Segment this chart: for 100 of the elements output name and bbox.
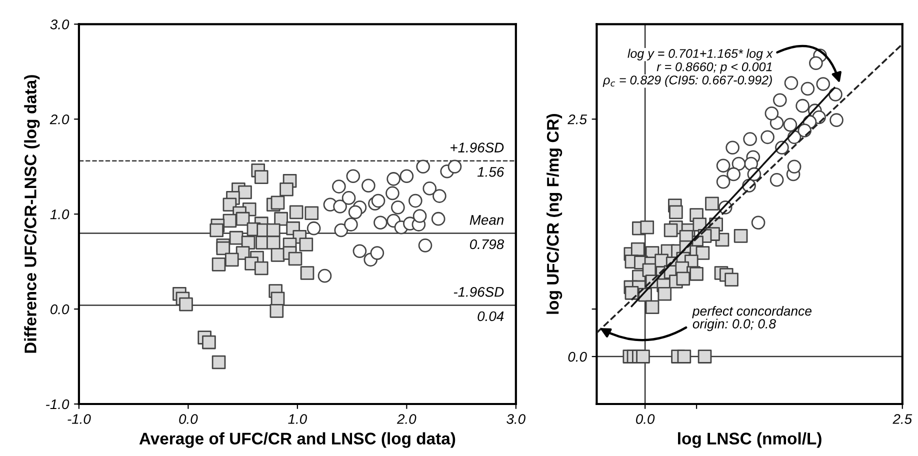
point — [734, 229, 748, 243]
point — [318, 268, 332, 283]
x-tick-label: 3.0 — [506, 414, 526, 424]
point — [333, 200, 347, 214]
point — [787, 160, 802, 174]
point — [306, 221, 321, 236]
point — [216, 241, 230, 256]
point — [270, 248, 285, 262]
y-tick-label: -1.0 — [46, 399, 70, 410]
point — [705, 196, 719, 211]
point — [362, 178, 376, 193]
point — [270, 304, 284, 318]
x-axis-title: Average of UFC/CR and LNSC (log data) — [139, 432, 456, 448]
point — [386, 172, 400, 186]
point — [773, 93, 787, 108]
point — [400, 169, 414, 184]
x-tick-label: 2.5 — [892, 414, 912, 424]
x-tick-label: 0.0 — [636, 414, 655, 424]
point — [716, 174, 730, 189]
point — [334, 223, 348, 238]
y-tick-label: 1.0 — [50, 209, 70, 220]
point — [288, 252, 302, 266]
point — [830, 113, 844, 127]
ref-line-label: +1.96SD 1.56 — [450, 142, 504, 177]
annotation: log y = 0.701+1.165* log x — [628, 48, 774, 60]
point — [669, 205, 683, 220]
point — [391, 200, 405, 214]
y-tick-label: 0.0 — [50, 304, 70, 314]
point — [828, 88, 842, 102]
point — [676, 272, 690, 286]
y-tick-label: 3.0 — [50, 20, 70, 30]
point — [658, 286, 672, 301]
point — [716, 158, 730, 173]
ref-line-label: -1.96SD 0.04 — [454, 286, 504, 322]
point — [809, 56, 823, 70]
point — [224, 252, 239, 267]
point — [630, 242, 645, 256]
x-tick-label: 2.0 — [396, 414, 416, 424]
annotation: r = 0.8660; p < 0.001 — [656, 62, 772, 74]
x-tick-label: 1.0 — [288, 414, 307, 424]
point — [371, 194, 386, 208]
point — [332, 180, 346, 194]
point — [370, 246, 384, 260]
point — [210, 223, 224, 238]
point — [212, 355, 226, 370]
point — [784, 76, 798, 90]
point — [386, 186, 400, 200]
point — [677, 350, 692, 364]
point — [300, 266, 314, 280]
point — [732, 156, 746, 171]
point — [432, 189, 446, 203]
point — [690, 267, 704, 281]
annotation: ρ$_{c}$ = 0.829 (CI95: 0.667-0.992) — [602, 75, 772, 87]
y-axis-title: Difference UFC/CR-LNSC (log data) — [24, 75, 40, 353]
x-tick-label: -1.0 — [68, 414, 91, 424]
point — [751, 216, 766, 230]
point — [179, 297, 193, 312]
point — [724, 272, 738, 287]
point — [266, 236, 280, 250]
point — [764, 106, 779, 120]
point — [431, 212, 446, 226]
point — [416, 160, 430, 174]
x-axis-title: log LNSC (nmol/L) — [678, 432, 822, 448]
point — [800, 82, 815, 96]
ref-line-label: Mean 0.798 — [470, 215, 504, 250]
point — [422, 182, 437, 196]
point — [760, 130, 774, 144]
point — [348, 205, 362, 220]
point — [664, 223, 678, 238]
x-tick-label: 0.0 — [179, 414, 198, 424]
point — [236, 212, 250, 226]
y-tick-label: 2.0 — [50, 114, 70, 124]
point — [624, 286, 639, 300]
point — [698, 350, 712, 364]
point — [289, 205, 304, 220]
point — [448, 160, 462, 174]
point — [418, 238, 432, 252]
point — [254, 261, 268, 276]
point — [202, 335, 216, 350]
point — [770, 173, 784, 187]
point — [726, 140, 740, 155]
point — [374, 216, 388, 230]
point — [344, 218, 358, 232]
annotation: perfect concordance origin: 0.0; 0.8 — [692, 306, 812, 332]
point — [743, 132, 757, 146]
y-axis-title: log UFC/CR (ng F/mg CR) — [546, 114, 562, 314]
point — [796, 98, 810, 113]
point — [352, 244, 367, 258]
point — [408, 194, 422, 208]
point — [346, 169, 360, 184]
point — [640, 220, 654, 234]
point — [254, 170, 268, 184]
point — [645, 300, 660, 314]
point — [636, 350, 650, 364]
point — [304, 206, 319, 220]
point — [783, 118, 798, 132]
point — [696, 246, 710, 260]
point — [726, 167, 740, 182]
point — [270, 292, 285, 306]
point — [212, 258, 226, 272]
